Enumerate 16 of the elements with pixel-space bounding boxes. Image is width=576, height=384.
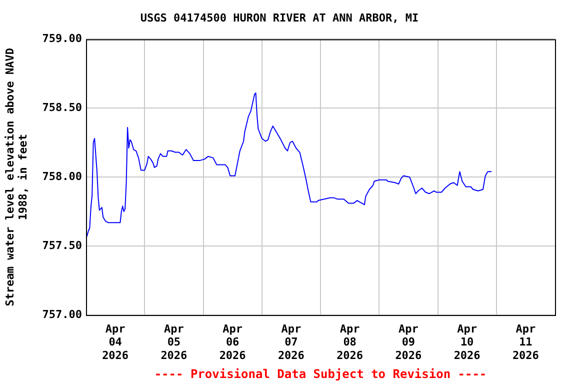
- y-axis-title: Stream water level elevation above NAVD 1988, in feet: [3, 48, 30, 306]
- x-tick-label: Apr 04 2026: [102, 322, 129, 362]
- x-tick-label: Apr 05 2026: [160, 322, 188, 362]
- y-tick-label: 759.00: [42, 32, 82, 46]
- y-tick-label: 758.50: [42, 101, 82, 114]
- x-tick-label: Apr 09 2026: [395, 322, 422, 362]
- chart-title: USGS 04174500 HURON RIVER AT ANN ARBOR, MI: [140, 11, 419, 24]
- y-tick-label: 758.00: [42, 170, 82, 183]
- x-tick-label: Apr 11 2026: [512, 322, 540, 362]
- x-tick-label: Apr 10 2026: [454, 322, 481, 362]
- text: ---- Provisional Data Subject to Revision ----: [154, 367, 487, 382]
- x-tick-label: Apr 07 2026: [278, 322, 305, 362]
- x-tick-label: Apr 08 2026: [336, 322, 364, 362]
- y-tick-label: 757.50: [42, 238, 82, 252]
- y-tick-label: 757.00: [42, 308, 82, 321]
- x-tick-label: Apr 06 2026: [219, 322, 246, 362]
